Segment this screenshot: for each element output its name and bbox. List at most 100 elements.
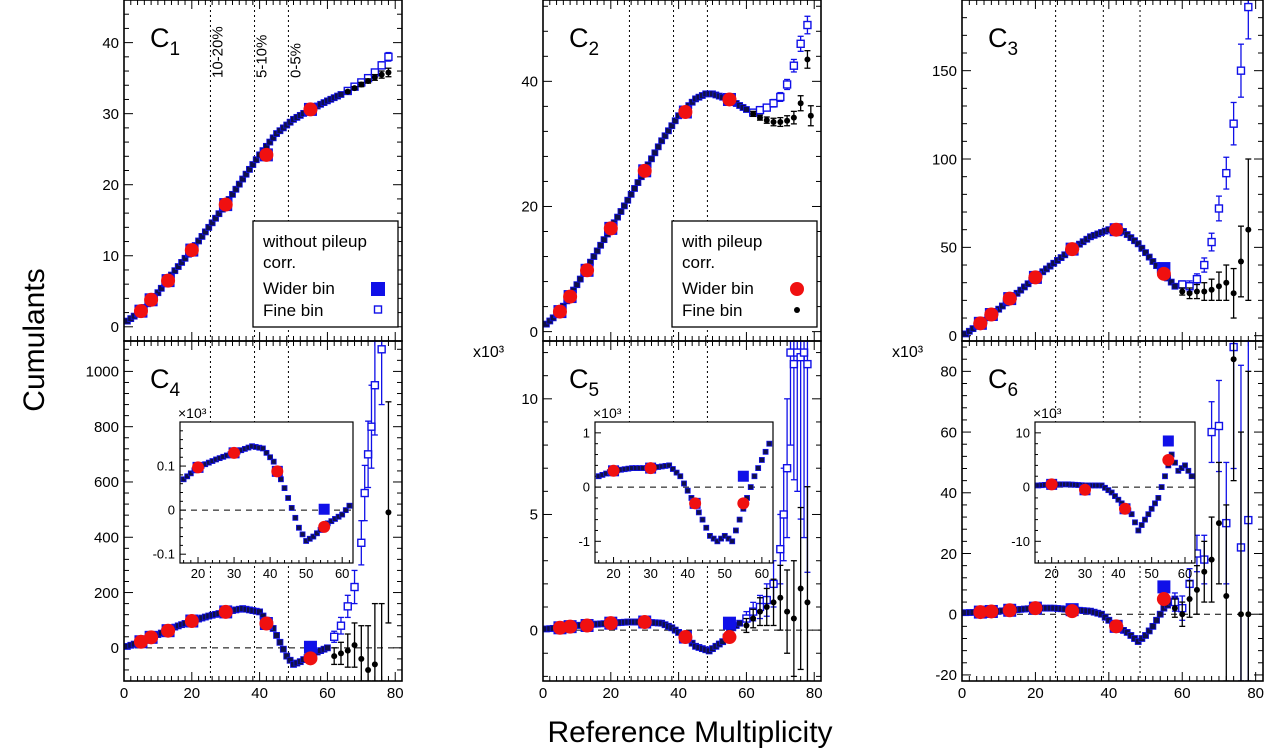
wider-bin-corr-point (563, 289, 578, 304)
wider-bin-corr-point (1002, 603, 1017, 618)
fine-bin-corr-point (750, 110, 757, 117)
fine-bin-point (758, 457, 765, 463)
fine-bin-corr-point (358, 655, 365, 662)
fine-bin-uncorr-point (799, 348, 809, 357)
x-tick-label: 30 (643, 566, 657, 581)
fine-bin-uncorr-point (357, 538, 366, 547)
fine-bin-uncorr-point (786, 348, 795, 357)
fine-bin-point (627, 190, 635, 198)
fine-bin-point (1148, 505, 1155, 512)
panel-title-order: 3 (1008, 39, 1019, 60)
legend-wider-marker (790, 282, 804, 296)
fine-bin-uncorr-point (363, 450, 373, 459)
panel-title-letter: C (150, 364, 170, 394)
inset-frame (179, 421, 354, 564)
figure-ylabel: Cumulants (18, 268, 51, 411)
fine-bin-uncorr-point (776, 544, 785, 554)
fine-bin-corr-point (1208, 286, 1215, 293)
wider-bin-uncorr-point (318, 503, 330, 515)
fine-bin-uncorr-point (779, 510, 788, 519)
fine-bin-point (342, 507, 349, 514)
fine-bin-point (263, 449, 270, 456)
fine-bin-point (324, 644, 331, 652)
legend-box (671, 220, 818, 328)
fine-bin-corr-point (331, 653, 338, 660)
fine-bin-uncorr-point (1214, 204, 1224, 213)
wider-bin-corr-point (192, 461, 205, 474)
legend-fine-label: Fine bin (682, 301, 742, 320)
fine-bin-corr-point (351, 642, 358, 649)
fine-bin-point (624, 196, 632, 204)
fine-bin-corr-point (365, 666, 372, 673)
fine-bin-corr-point (784, 608, 791, 615)
fine-bin-corr-point (756, 114, 763, 121)
y-tick-label: 40 (940, 485, 957, 502)
fine-bin-point (296, 524, 302, 531)
fine-bin-point (1115, 496, 1122, 503)
fine-bin-point (1155, 495, 1162, 501)
fine-bin-corr-point (770, 119, 777, 126)
fine-bin-point (1158, 484, 1165, 490)
fine-bin-corr-point (1201, 568, 1208, 575)
fine-bin-point (684, 487, 691, 494)
y-tick-label: 100 (932, 151, 957, 168)
fine-bin-uncorr-point (336, 621, 346, 630)
legend-title: with pileup (681, 232, 762, 251)
panel-title-order: 5 (589, 380, 600, 401)
wider-bin-corr-point (984, 604, 999, 619)
fine-bin-corr-point (1230, 290, 1237, 297)
wider-bin-corr-point (722, 630, 737, 645)
legend-fine-marker (794, 307, 800, 313)
x-tick-label: 30 (1078, 566, 1092, 581)
wider-bin-corr-point (259, 616, 274, 631)
fine-bin-corr-point (1201, 288, 1208, 295)
panel-title-letter: C (150, 23, 170, 53)
fine-bin-uncorr-point (1178, 280, 1187, 289)
fine-bin-uncorr-point (776, 92, 785, 102)
fine-bin-corr-point (763, 117, 770, 124)
y-tick-label: 1000 (86, 364, 119, 381)
fine-bin-point (743, 106, 750, 113)
panel-plot-area (962, 341, 1263, 681)
fine-bin-corr-point (763, 603, 770, 610)
fine-bin-uncorr-point (803, 20, 812, 30)
fine-bin-point (1149, 258, 1157, 265)
fine-bin-point (279, 645, 287, 653)
wider-bin-corr-point (678, 104, 693, 119)
panel-c4: 0 200 400 600 800 1000 0 20 40 60 80 C4 -0.1 0 0.1 20 30… (86, 340, 404, 702)
wider-bin-corr-point (1156, 592, 1171, 607)
wider-bin-corr-point (563, 619, 578, 634)
wider-bin-corr-point (603, 616, 618, 631)
fine-bin-uncorr-point (789, 359, 799, 369)
fine-bin-point (703, 524, 710, 531)
fine-bin-point (1145, 511, 1152, 518)
legend-title: without pileup (262, 232, 367, 251)
x-tick-label: 0 (120, 685, 128, 702)
fine-bin-uncorr-point (762, 103, 771, 112)
y-tick-label: 20 (940, 546, 957, 563)
x-tick-label: 60 (1174, 685, 1191, 702)
y-tick-label: 20 (102, 177, 119, 194)
fine-bin-point (669, 466, 676, 472)
fine-bin-point (281, 485, 288, 491)
fine-bin-corr-point (790, 114, 797, 121)
wider-bin-corr-point (1109, 619, 1124, 634)
legend-legend_without: without pileup corr. Wider bin Fine bin (252, 220, 399, 328)
x-tick-label: 20 (191, 566, 205, 581)
y-tick-label: 800 (94, 419, 119, 436)
y-tick-label: 5 (530, 507, 538, 524)
fine-bin-point (1167, 278, 1175, 286)
wider-bin-corr-point (271, 465, 284, 478)
wider-bin-corr-point (259, 147, 274, 162)
fine-bin-point (1142, 516, 1148, 523)
fine-bin-point (736, 619, 744, 627)
fine-bin-point (1142, 632, 1149, 639)
x-tick-label: 60 (738, 685, 755, 702)
fine-bin-point (1156, 610, 1164, 618)
fine-bin-point (590, 253, 598, 260)
wider-bin-corr-point (737, 497, 750, 510)
figure-xlabel: Reference Multiplicity (547, 716, 832, 749)
y-tick-label: 1 (583, 425, 590, 440)
y-tick-label: -0.1 (153, 547, 175, 562)
fine-bin-point (285, 495, 292, 501)
